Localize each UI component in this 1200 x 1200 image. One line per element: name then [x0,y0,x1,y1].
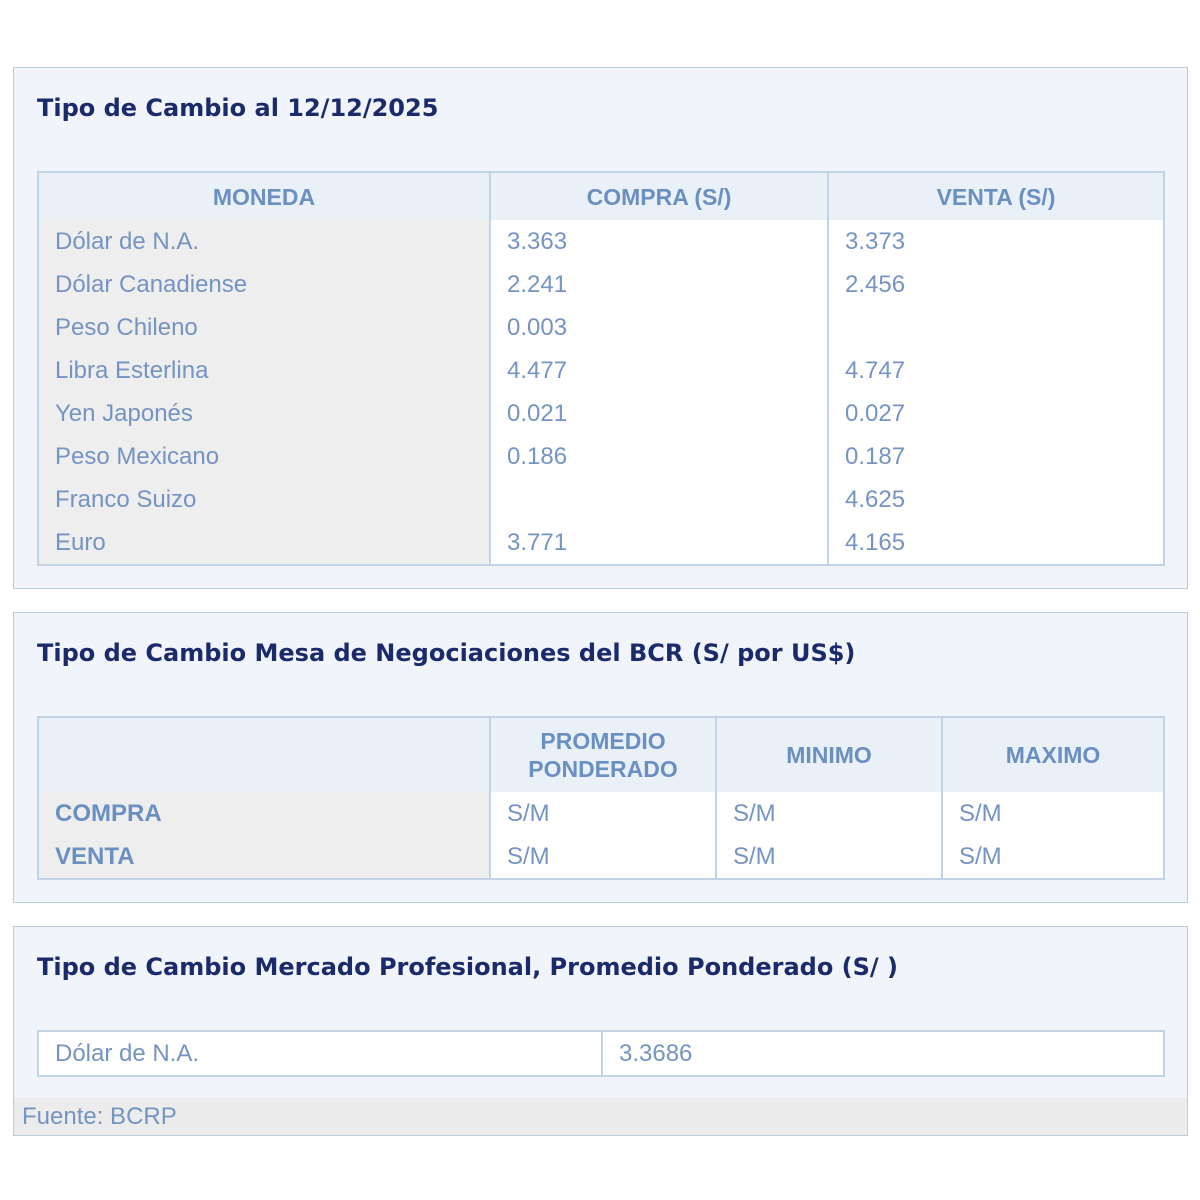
row-label: Dólar de N.A. [38,220,490,263]
row-label: Peso Chileno [38,306,490,349]
bcr-desk-table: PROMEDIO PONDERADO MINIMO MAXIMO COMPRA S… [37,716,1165,880]
currency-name: Dólar de N.A. [55,1039,200,1067]
cell-value: S/M [941,835,1164,879]
professional-market-table: Dólar de N.A. 3.3686 [37,1030,1165,1077]
table-row: Peso Chileno 0.003 [38,306,1164,349]
cell-value: S/M [715,792,942,835]
table-row: Euro 3.771 4.165 [38,521,1164,565]
table-row: Dólar de N.A. 3.363 3.373 [38,220,1164,263]
cell-value [827,306,1164,349]
cell-value: 0.186 [489,435,828,478]
column-header-compra: COMPRA (S/) [489,172,828,220]
row-label: Franco Suizo [38,478,490,521]
table-row: VENTA S/M S/M S/M [38,835,1164,879]
weighted-average-value: 3.3686 [601,1031,1164,1076]
source-footer: Fuente: BCRP [14,1098,1187,1135]
cell-value: 4.165 [827,521,1164,565]
table-row: Libra Esterlina 4.477 4.747 [38,349,1164,392]
row-label: Euro [38,521,490,565]
row-label: Dólar Canadiense [38,263,490,306]
row-label: VENTA [38,835,490,879]
table-row: COMPRA S/M S/M S/M [38,792,1164,835]
table-row: Yen Japonés 0.021 0.027 [38,392,1164,435]
cell-value: 4.477 [489,349,828,392]
bcr-desk-panel: Tipo de Cambio Mesa de Negociaciones del… [13,612,1188,903]
cell-value: S/M [715,835,942,879]
cell-value: 2.241 [489,263,828,306]
row-label: Peso Mexicano [38,435,490,478]
panel-title: Tipo de Cambio Mesa de Negociaciones del… [37,639,856,667]
panel-title: Tipo de Cambio Mercado Profesional, Prom… [37,953,899,981]
cell-value [489,478,828,521]
exchange-rate-table: MONEDA COMPRA (S/) VENTA (S/) Dólar de N… [37,171,1165,566]
cell-value: 0.027 [827,392,1164,435]
row-label: COMPRA [38,792,490,835]
column-header-maximo: MAXIMO [941,717,1164,792]
cell-value: S/M [489,792,716,835]
cell-value: 4.747 [827,349,1164,392]
cell-value: 3.771 [489,521,828,565]
panel-title: Tipo de Cambio al 12/12/2025 [37,94,439,122]
column-header-minimo: MINIMO [715,717,942,792]
row-label: Yen Japonés [38,392,490,435]
column-header-promedio: PROMEDIO PONDERADO [489,717,716,792]
cell-value: 4.625 [827,478,1164,521]
professional-market-panel: Tipo de Cambio Mercado Profesional, Prom… [13,926,1188,1136]
cell-value: 0.021 [489,392,828,435]
column-header-blank [38,717,490,792]
cell-value: 0.187 [827,435,1164,478]
table-row: Peso Mexicano 0.186 0.187 [38,435,1164,478]
column-header-moneda: MONEDA [38,172,490,220]
cell-value: 2.456 [827,263,1164,306]
cell-value: 3.373 [827,220,1164,263]
cell-value: S/M [489,835,716,879]
table-row: Franco Suizo 4.625 [38,478,1164,521]
column-header-venta: VENTA (S/) [827,172,1164,220]
cell-value: 3.363 [489,220,828,263]
table-row: Dólar Canadiense 2.241 2.456 [38,263,1164,306]
exchange-rate-panel: Tipo de Cambio al 12/12/2025 MONEDA COMP… [13,67,1188,589]
cell-value: 0.003 [489,306,828,349]
row-label: Libra Esterlina [38,349,490,392]
cell-value: S/M [941,792,1164,835]
